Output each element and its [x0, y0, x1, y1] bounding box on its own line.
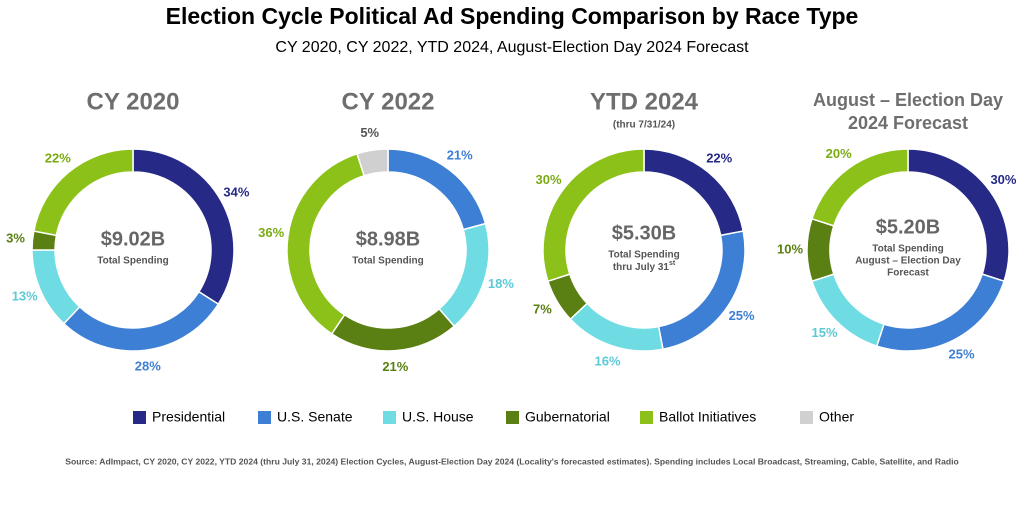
legend-swatch [506, 411, 519, 424]
chart-title: YTD 2024 [590, 88, 699, 115]
legend-swatch [800, 411, 813, 424]
value-label: 7% [533, 302, 552, 317]
donut-segment [438, 222, 490, 328]
center-label-text: thru July 31 [613, 262, 670, 273]
value-label: 34% [223, 185, 249, 200]
page-subtitle: CY 2020, CY 2022, YTD 2024, August-Elect… [275, 39, 749, 56]
value-label: 16% [595, 354, 621, 369]
legend-swatch [383, 411, 396, 424]
value-label: 18% [488, 276, 514, 291]
donut-segment [286, 152, 366, 335]
center-value: $5.30B [612, 222, 677, 244]
donut-segment [356, 148, 389, 177]
center-label: Total Spending [97, 256, 168, 267]
center-label-sup: st [669, 260, 676, 267]
chart-title: CY 2020 [87, 88, 180, 115]
legend-label: Ballot Initiatives [659, 409, 756, 425]
chart-title: August – Election Day [813, 90, 1003, 110]
source-note: Source: AdImpact, CY 2020, CY 2022, YTD … [65, 456, 959, 466]
center-value: $9.02B [101, 228, 166, 250]
donut-segment [806, 217, 835, 283]
center-label: August – Election Day [855, 256, 961, 267]
value-label: 25% [729, 308, 755, 323]
value-label: 21% [382, 359, 408, 374]
donut-segment [132, 148, 235, 306]
legend-label: Gubernatorial [525, 409, 610, 425]
donut-segment [542, 148, 645, 283]
value-label: 22% [45, 151, 71, 166]
center-label: thru July 31st [613, 260, 676, 273]
donut-segment [330, 307, 456, 352]
legend-swatch [133, 411, 146, 424]
legend-label: Other [819, 409, 854, 425]
legend-swatch [640, 411, 653, 424]
donut-segment [32, 148, 134, 237]
value-label: 15% [812, 325, 838, 340]
value-label: 30% [990, 172, 1016, 187]
chart-title: CY 2022 [342, 88, 435, 115]
center-label: Total Spending [352, 256, 423, 267]
value-label: 21% [447, 148, 473, 163]
legend-label: U.S. Senate [277, 409, 353, 425]
value-label: 22% [706, 151, 732, 166]
page-title: Election Cycle Political Ad Spending Com… [166, 3, 859, 29]
value-label: 20% [826, 146, 852, 161]
value-label: 25% [949, 347, 975, 362]
value-label: 36% [258, 225, 284, 240]
value-label: 13% [12, 288, 38, 303]
chart-subtitle: (thru 7/31/24) [613, 120, 675, 131]
center-value: $5.20B [876, 216, 941, 238]
donut-segment [569, 302, 664, 352]
chart-title: 2024 Forecast [848, 113, 968, 133]
center-value: $8.98B [356, 228, 421, 250]
center-label: Forecast [887, 268, 929, 279]
value-label: 3% [6, 230, 25, 245]
center-label: Total Spending [608, 250, 679, 261]
donut-segment [810, 148, 909, 227]
legend-swatch [258, 411, 271, 424]
donut-segment [31, 249, 81, 325]
donut-segment [875, 273, 1006, 352]
donut-segment [62, 290, 220, 352]
value-label: 10% [777, 241, 803, 256]
value-label: 28% [135, 359, 161, 374]
legend-label: Presidential [152, 409, 225, 425]
center-label: Total Spending [872, 244, 943, 255]
legend-label: U.S. House [402, 409, 474, 425]
value-label: 5% [360, 125, 379, 140]
value-label: 30% [536, 172, 562, 187]
